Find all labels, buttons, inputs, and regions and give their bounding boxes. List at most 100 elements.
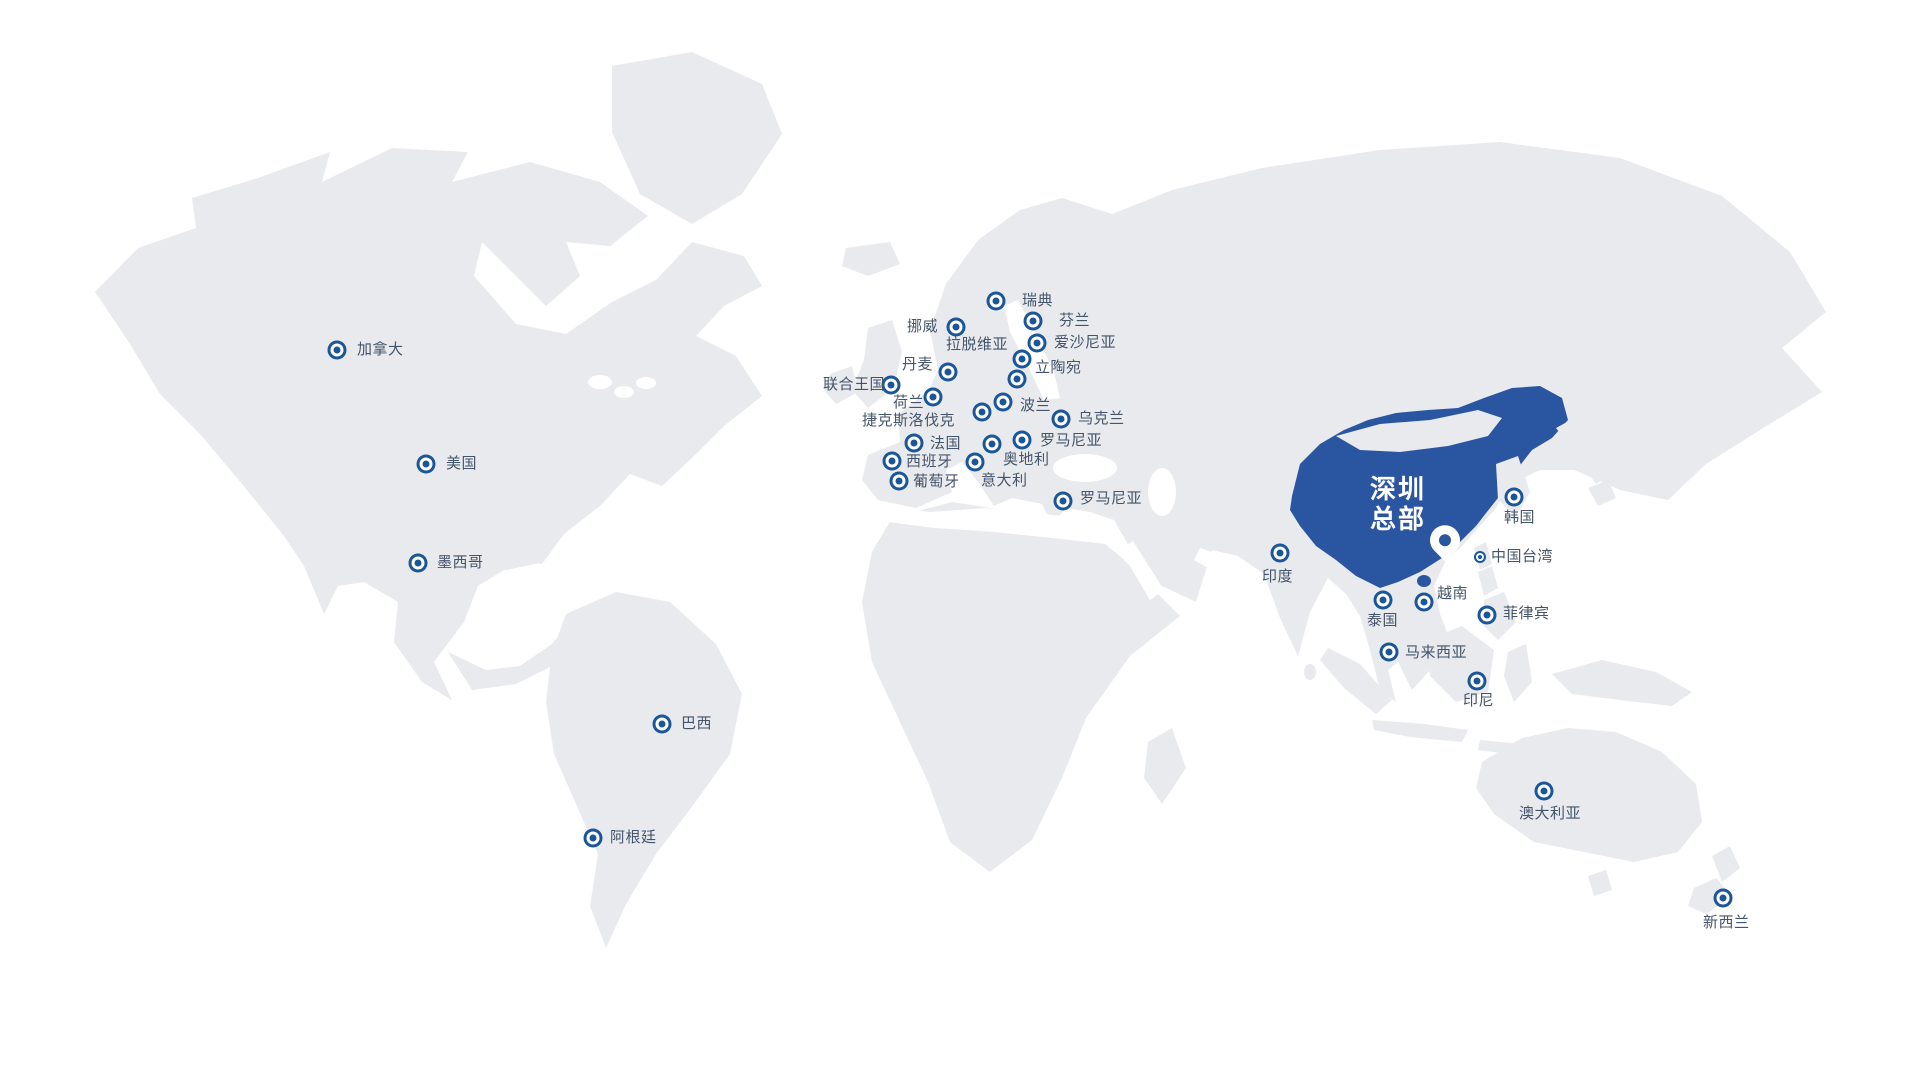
office-label: 越南 [1437,585,1469,602]
island-sumatra [1320,648,1392,714]
island-madagascar [1144,728,1186,804]
office-label: 中国台湾 [1491,548,1554,565]
island-sakhalin [1716,352,1744,416]
island-ireland [824,366,858,404]
office-marker [982,434,1002,454]
office-label: 罗马尼亚 [1080,490,1143,507]
office-marker [1053,491,1073,511]
continent-africa [862,502,1180,872]
office-label: 奥地利 [1003,451,1050,468]
headquarters-label-line2: 总部 [1370,504,1427,534]
office-label: 捷克斯洛伐克 [862,412,956,429]
office-label: 丹麦 [902,356,934,373]
office-marker [1027,333,1047,353]
office-label: 意大利 [981,472,1028,489]
office-label: 乌克兰 [1078,410,1125,427]
office-marker [1467,671,1487,691]
office-label: 瑞典 [1022,292,1054,309]
office-marker [1474,551,1486,563]
island-sri-lanka [1304,664,1316,680]
office-marker [583,828,603,848]
island-new-guinea [1552,660,1692,706]
office-marker [889,471,909,491]
office-marker [881,375,901,395]
office-marker [938,362,958,382]
office-label: 拉脱维亚 [946,336,1009,353]
office-label: 立陶宛 [1035,359,1082,376]
sea-caspian [1148,468,1176,516]
office-label: 美国 [446,455,478,472]
office-label: 芬兰 [1059,312,1091,329]
office-label: 罗马尼亚 [1040,432,1103,449]
office-label: 葡萄牙 [913,473,960,490]
office-label: 西班牙 [906,453,953,470]
office-marker [946,317,966,337]
continent-north-america [95,148,762,700]
headquarters-label: 深圳 总部 [1370,474,1426,534]
island-cuba [472,552,544,570]
sea-red [1120,541,1164,600]
office-marker [1534,781,1554,801]
island-borneo [1426,626,1494,702]
office-label: 印度 [1262,568,1294,585]
gulf-persian [1194,548,1218,568]
office-marker [652,714,672,734]
island-japan-south [1588,480,1616,506]
office-label: 马来西亚 [1405,644,1468,661]
office-marker [1504,487,1524,507]
lake-superior [588,375,612,389]
island-new-zealand-north [1712,846,1740,882]
office-marker [1051,409,1071,429]
office-label: 巴西 [681,715,713,732]
office-marker [1373,590,1393,610]
office-marker [416,454,436,474]
office-label: 韩国 [1504,509,1536,526]
island-japan-north [1556,416,1592,452]
continent-south-america [546,592,742,948]
office-marker [972,402,992,422]
continent-eurasia [862,142,1826,702]
office-marker [965,452,985,472]
office-marker [923,387,943,407]
office-marker [408,553,428,573]
island-new-zealand-south [1688,878,1732,914]
office-label: 新西兰 [1703,914,1750,931]
office-label: 荷兰 [893,394,925,411]
sea-black [1053,454,1117,482]
office-marker [1270,543,1290,563]
island-philippines-north [1478,566,1498,596]
office-label: 联合王国 [823,376,886,393]
office-label: 阿根廷 [610,829,657,846]
office-label: 加拿大 [357,341,404,358]
office-marker [1713,888,1733,908]
island-japan-main [1576,446,1616,484]
office-label: 泰国 [1367,612,1399,629]
office-marker [986,291,1006,311]
office-marker [882,451,902,471]
island-iceland [842,242,900,276]
office-label: 墨西哥 [437,554,484,571]
sea-mediterranean [878,506,1112,544]
office-marker [1379,642,1399,662]
office-marker [1023,311,1043,331]
continent-australia [1476,728,1702,862]
island-java [1372,720,1468,742]
lake-huron [636,377,656,389]
office-marker [327,340,347,360]
office-label: 菲律宾 [1503,605,1550,622]
office-marker [1477,605,1497,625]
office-label: 爱沙尼亚 [1054,334,1117,351]
office-marker [1007,369,1027,389]
lake-michigan [614,386,634,398]
island-tasmania [1588,870,1612,896]
office-label: 澳大利亚 [1519,805,1582,822]
region-central-america [448,626,566,690]
island-philippines-south [1482,592,1516,640]
office-marker [1012,430,1032,450]
office-marker [993,392,1013,412]
region-mongolia-notch [1336,410,1502,452]
island-greenland [612,52,782,224]
office-marker [1414,592,1434,612]
